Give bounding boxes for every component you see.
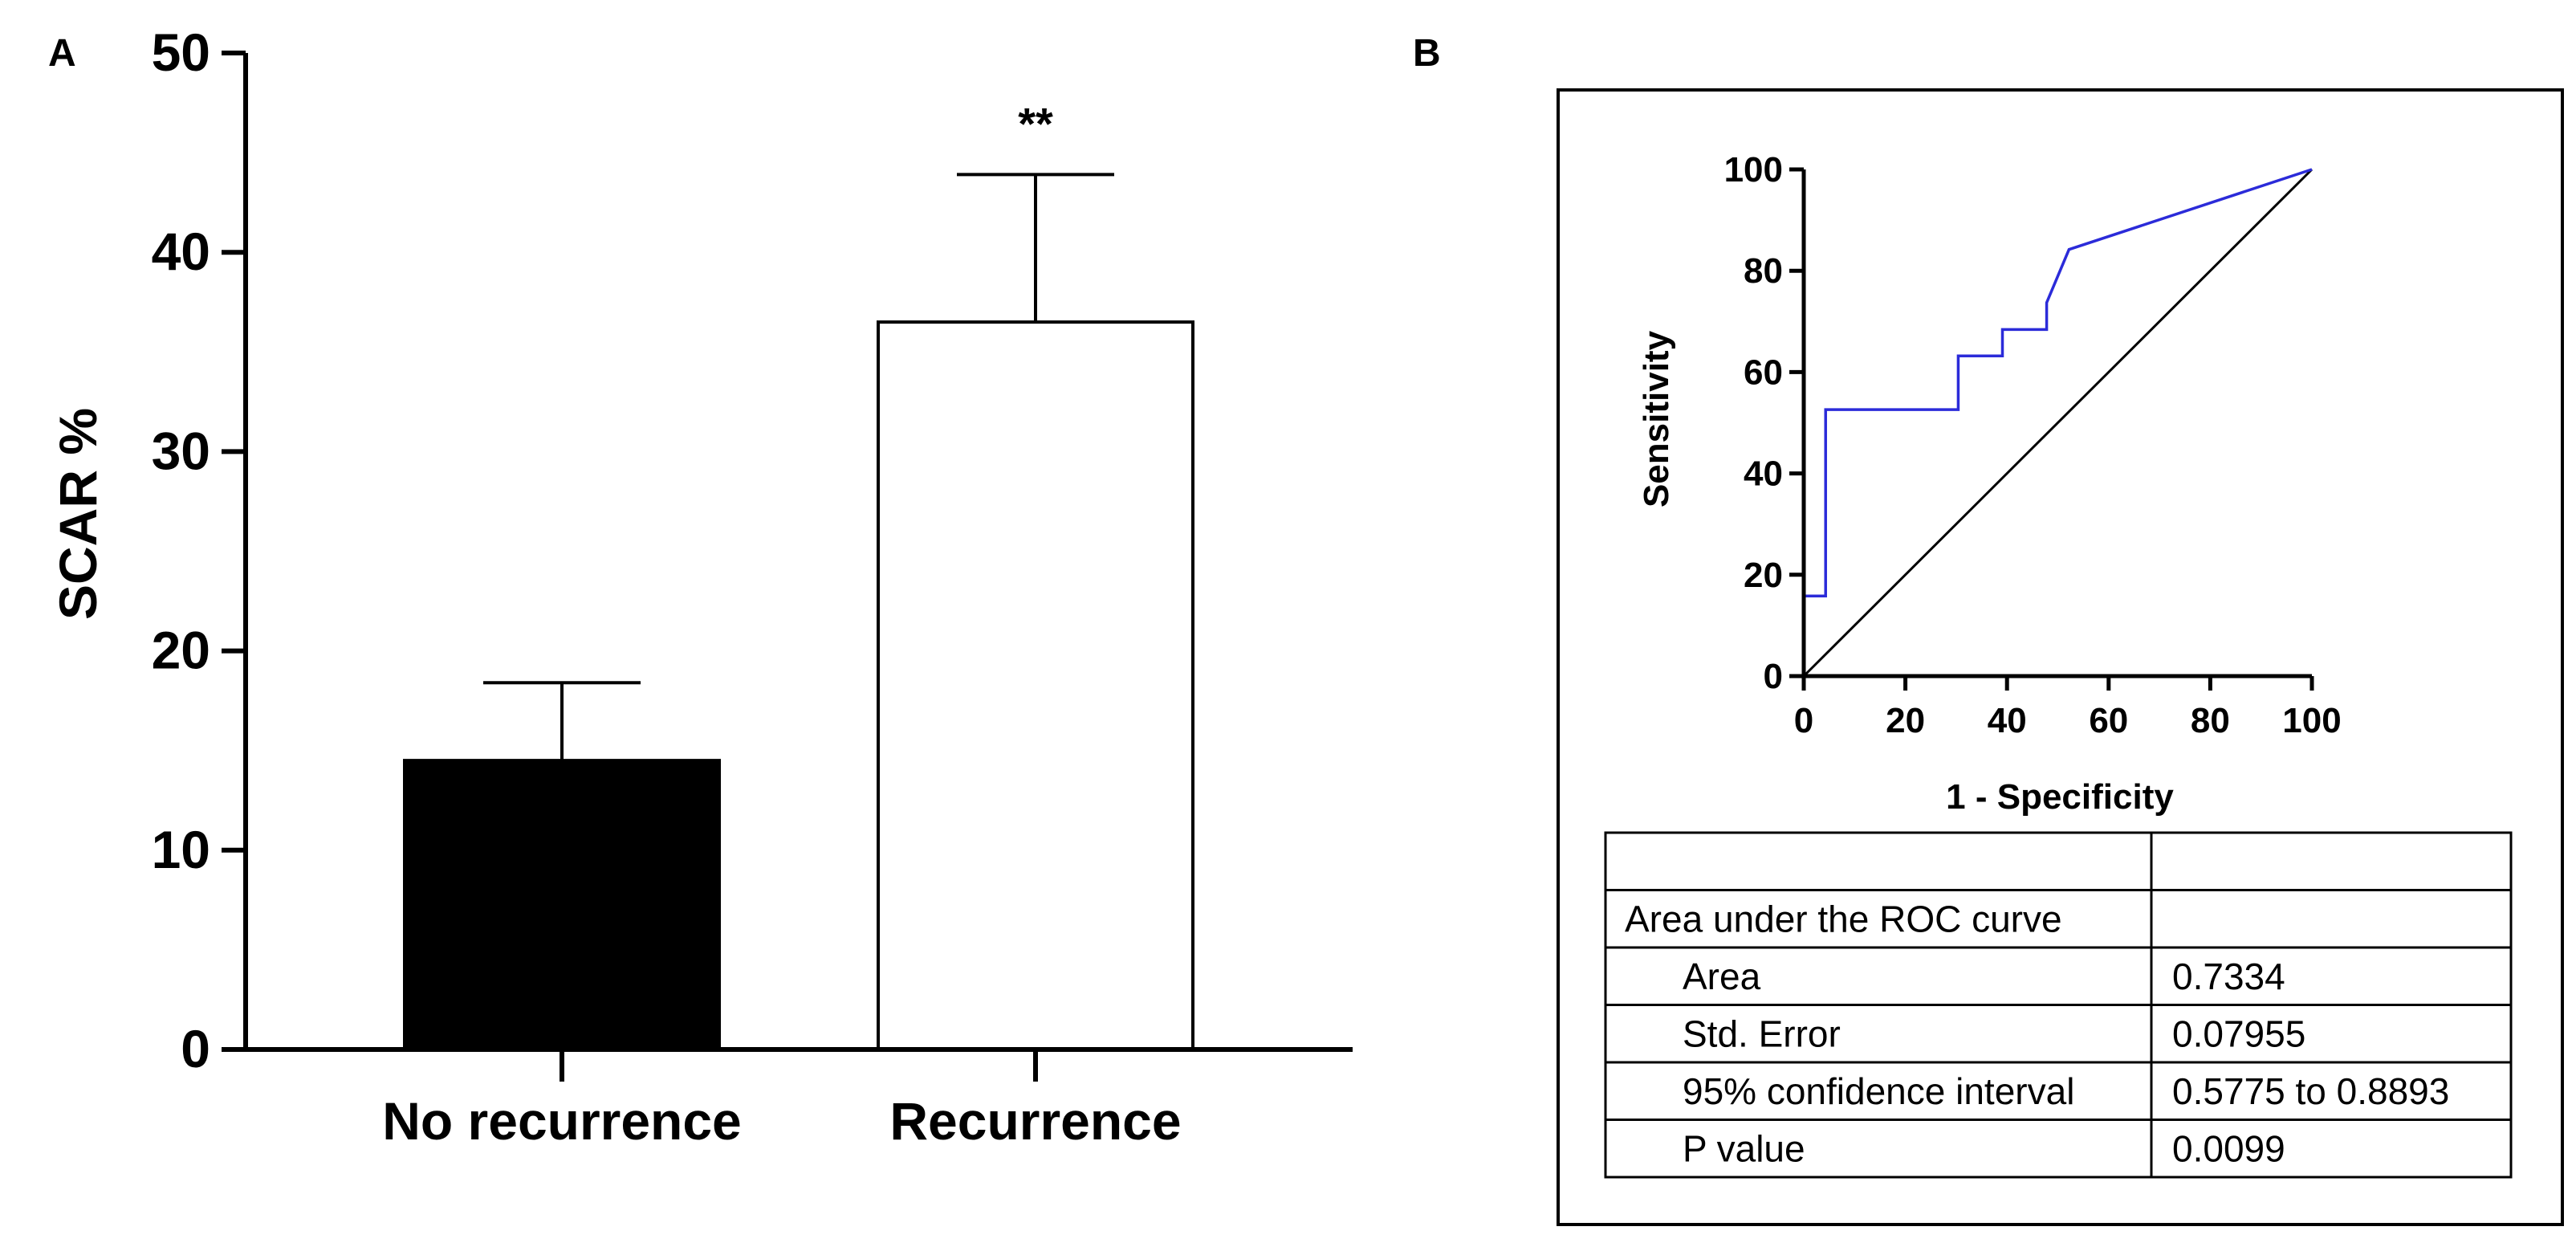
x-tick-label: Recurrence: [889, 1091, 1181, 1151]
panel-a: A 0 10 20 30 40 50 No recurrence Recurrence SC…: [48, 22, 1353, 1151]
panel-a-letter: A: [48, 32, 76, 75]
y-tick-label: 10: [152, 820, 210, 879]
y-tick-label: 40: [1744, 454, 1783, 494]
y-tick-label: 80: [1744, 251, 1783, 291]
panel-b-x-axis-title: 1 - Specificity: [1946, 777, 2174, 817]
table-cell-value: 0.7334: [2172, 956, 2285, 997]
y-tick-label: 40: [152, 222, 210, 281]
bar-recurrence: [877, 320, 1194, 1051]
panel-b-frame: [1557, 88, 2564, 1226]
x-tick-label: 40: [1988, 701, 2027, 740]
reference-diagonal-line: [1802, 168, 2314, 678]
x-tick-label: 20: [1886, 701, 1925, 740]
x-tick-label: 100: [2282, 701, 2341, 740]
table-cell-label: Area: [1683, 956, 1761, 997]
x-tick-label: 80: [2191, 701, 2230, 740]
x-tick-label: No recurrence: [382, 1091, 742, 1151]
panel-b-letter: B: [1413, 32, 1441, 75]
x-tick-label: 60: [2089, 701, 2128, 740]
table-cell-value: 0.5775 to 0.8893: [2172, 1070, 2449, 1112]
y-tick-label: 20: [1744, 556, 1783, 595]
panel-b-y-axis-title: Sensitivity: [1637, 330, 1676, 507]
table-cell-label: 95% confidence interval: [1683, 1070, 2074, 1112]
y-tick-label: 0: [181, 1019, 210, 1078]
y-tick-label: 50: [152, 22, 210, 82]
y-tick-label: 60: [1744, 353, 1783, 392]
y-tick-label: 0: [1764, 657, 1783, 696]
bar-no-recurrence: [403, 759, 721, 1051]
table-cell-label: Std. Error: [1683, 1013, 1841, 1055]
table-cell-value: 0.0099: [2172, 1128, 2285, 1170]
y-tick-label: 20: [152, 621, 210, 680]
panel-a-y-axis-title: SCAR %: [48, 408, 108, 620]
table-cell-label: Area under the ROC curve: [1625, 899, 2062, 940]
y-tick-label: 30: [152, 421, 210, 480]
x-tick-label: 0: [1794, 701, 1813, 740]
table-cell-label: P value: [1683, 1128, 1805, 1170]
table-cell-value: 0.07955: [2172, 1013, 2305, 1055]
roc-curve-line: [1802, 168, 2313, 676]
significance-annotation: **: [1018, 98, 1053, 149]
y-tick-label: 100: [1724, 150, 1783, 189]
